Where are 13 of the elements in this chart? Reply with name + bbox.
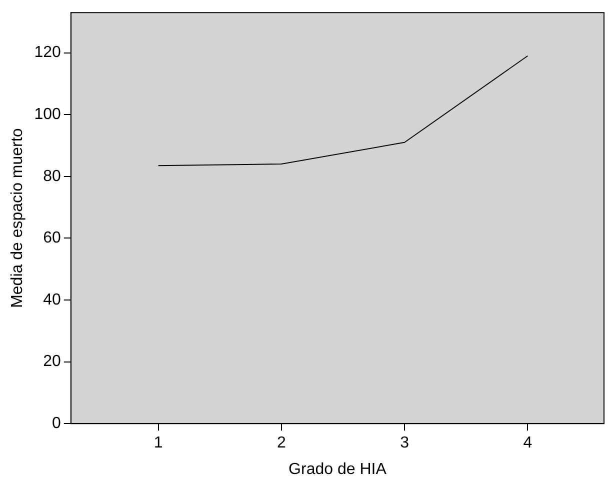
y-tick-label: 60 xyxy=(43,230,61,247)
y-tick-label: 0 xyxy=(52,415,61,432)
y-tick-label: 20 xyxy=(43,353,61,370)
y-tick-label: 40 xyxy=(43,291,61,308)
y-tick-label: 80 xyxy=(43,168,61,185)
x-tick-label: 2 xyxy=(276,434,286,452)
y-tick-label: 100 xyxy=(34,106,61,123)
x-tick-label: 3 xyxy=(400,434,410,452)
y-tick-label: 120 xyxy=(34,44,61,62)
x-tick-label: 4 xyxy=(523,434,532,452)
x-tick-label: 1 xyxy=(154,434,163,452)
x-axis-title: Grado de HIA xyxy=(288,460,387,478)
y-axis-title: Media de espacio muerto xyxy=(9,128,26,308)
